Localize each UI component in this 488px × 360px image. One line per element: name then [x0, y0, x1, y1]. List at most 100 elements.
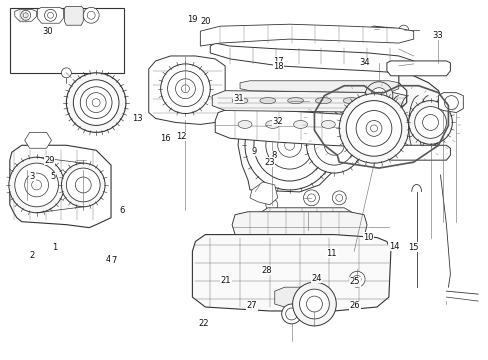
Text: 14: 14 — [388, 242, 398, 251]
Text: 32: 32 — [272, 117, 282, 126]
Circle shape — [167, 71, 203, 107]
Circle shape — [244, 100, 334, 190]
Circle shape — [32, 180, 41, 190]
Ellipse shape — [287, 98, 303, 104]
Text: 33: 33 — [431, 31, 442, 40]
Polygon shape — [274, 287, 314, 309]
Ellipse shape — [259, 98, 275, 104]
Polygon shape — [212, 91, 406, 113]
Text: 20: 20 — [200, 17, 210, 26]
Circle shape — [86, 93, 106, 113]
Circle shape — [66, 73, 126, 132]
Polygon shape — [262, 208, 350, 235]
Polygon shape — [215, 109, 406, 147]
Circle shape — [339, 94, 408, 163]
Circle shape — [299, 289, 328, 319]
Text: 10: 10 — [362, 233, 373, 242]
Ellipse shape — [376, 121, 390, 129]
Circle shape — [25, 173, 48, 197]
Text: 15: 15 — [407, 243, 418, 252]
Text: 18: 18 — [273, 62, 283, 71]
Polygon shape — [64, 6, 83, 25]
Circle shape — [92, 99, 100, 107]
Polygon shape — [38, 7, 63, 23]
Text: 17: 17 — [273, 57, 283, 66]
Circle shape — [292, 282, 336, 326]
Text: 16: 16 — [160, 134, 171, 143]
Circle shape — [20, 10, 31, 20]
Circle shape — [314, 125, 353, 165]
Text: 27: 27 — [246, 301, 257, 310]
Circle shape — [181, 85, 189, 93]
Polygon shape — [438, 93, 462, 113]
Circle shape — [284, 140, 294, 150]
Circle shape — [414, 107, 446, 138]
Polygon shape — [232, 212, 366, 242]
Ellipse shape — [315, 98, 331, 104]
Ellipse shape — [232, 98, 247, 104]
Circle shape — [71, 155, 81, 165]
Circle shape — [87, 11, 95, 19]
Circle shape — [352, 275, 360, 283]
Circle shape — [47, 12, 53, 18]
Polygon shape — [238, 99, 339, 192]
Circle shape — [175, 79, 195, 99]
Circle shape — [365, 82, 392, 109]
Circle shape — [23, 13, 28, 18]
Text: 25: 25 — [349, 277, 360, 286]
Text: 8: 8 — [270, 151, 276, 160]
Circle shape — [366, 121, 381, 136]
Circle shape — [15, 163, 59, 207]
Text: 22: 22 — [198, 319, 208, 328]
Circle shape — [80, 87, 112, 118]
Circle shape — [281, 304, 301, 324]
Circle shape — [306, 117, 361, 173]
Polygon shape — [148, 56, 224, 125]
Circle shape — [277, 133, 301, 157]
Text: 21: 21 — [221, 276, 231, 285]
Polygon shape — [240, 81, 398, 93]
Ellipse shape — [238, 121, 251, 129]
Circle shape — [44, 9, 56, 21]
Text: 9: 9 — [251, 147, 256, 156]
Circle shape — [303, 190, 319, 206]
Polygon shape — [210, 43, 413, 73]
Circle shape — [9, 157, 64, 213]
Text: 26: 26 — [349, 301, 360, 310]
Ellipse shape — [321, 121, 335, 129]
Circle shape — [332, 191, 346, 205]
Circle shape — [444, 96, 457, 109]
Circle shape — [66, 168, 100, 202]
Text: 28: 28 — [261, 266, 271, 275]
Circle shape — [61, 68, 71, 78]
Circle shape — [83, 7, 99, 23]
Ellipse shape — [265, 121, 279, 129]
Text: 29: 29 — [44, 156, 55, 165]
Text: 31: 31 — [233, 94, 244, 103]
Circle shape — [74, 158, 79, 163]
Text: 5: 5 — [50, 172, 55, 181]
Polygon shape — [15, 9, 37, 21]
Text: 19: 19 — [186, 15, 197, 24]
Circle shape — [265, 121, 313, 169]
Polygon shape — [393, 71, 443, 152]
Circle shape — [346, 100, 401, 156]
Circle shape — [161, 64, 210, 113]
Text: 12: 12 — [176, 132, 186, 141]
Circle shape — [306, 296, 322, 312]
Circle shape — [422, 114, 438, 130]
Circle shape — [369, 26, 377, 34]
Circle shape — [253, 109, 325, 181]
Text: 11: 11 — [326, 249, 336, 258]
Polygon shape — [386, 145, 449, 160]
Text: 1: 1 — [52, 243, 57, 252]
Text: 30: 30 — [42, 27, 53, 36]
Ellipse shape — [343, 98, 358, 104]
Polygon shape — [192, 235, 390, 311]
Circle shape — [370, 125, 377, 132]
Polygon shape — [200, 24, 413, 46]
Polygon shape — [25, 132, 51, 148]
Circle shape — [408, 100, 451, 144]
Text: 4: 4 — [106, 255, 111, 264]
Ellipse shape — [293, 121, 307, 129]
